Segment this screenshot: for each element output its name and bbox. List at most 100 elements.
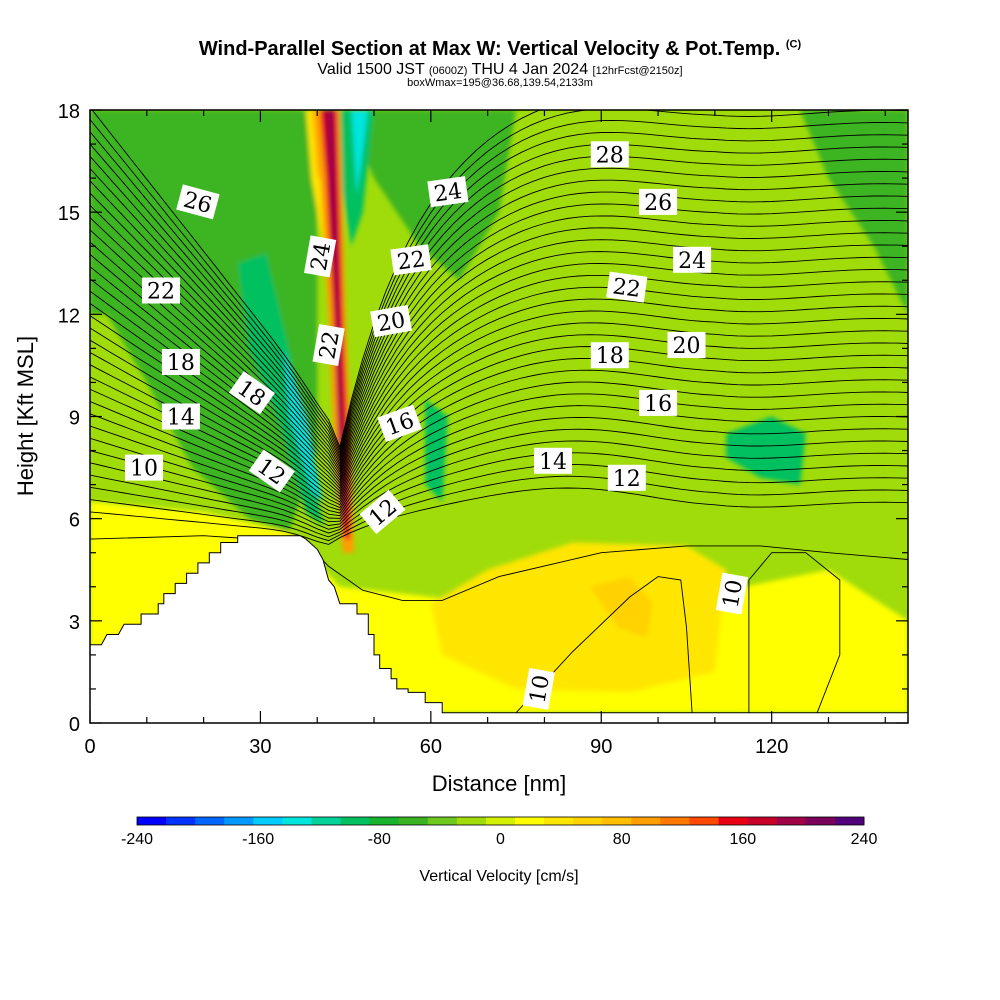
terrain xyxy=(89,535,909,724)
theta-line-1 xyxy=(90,475,908,542)
theta-label-20: 16 xyxy=(639,389,678,417)
colorbar-tick-label: 240 xyxy=(851,831,878,848)
colorbar-swatch xyxy=(544,817,574,825)
colorbar-swatch xyxy=(834,817,865,825)
theta-line-28 xyxy=(90,155,908,462)
colorbar-swatch xyxy=(224,817,254,825)
y-tick-label: 0 xyxy=(69,714,80,736)
w-region-0 xyxy=(90,110,318,533)
theta-label-4: 10 xyxy=(125,454,163,482)
theta-label-box xyxy=(673,246,712,273)
theta-label-text: 22 xyxy=(611,274,642,303)
theta-line-29 xyxy=(90,143,908,460)
w-region-8 xyxy=(351,110,369,196)
colorbar-swatch xyxy=(311,817,342,825)
y-axis-label: Height [Kft MSL] xyxy=(13,336,38,496)
theta-line-8 xyxy=(90,393,908,517)
theta-line-30 xyxy=(90,131,908,457)
theta-label-1: 22 xyxy=(142,277,180,305)
theta-line-21 xyxy=(90,239,908,481)
colorbar-tick-label: 0 xyxy=(496,831,505,848)
y-tick-label: 18 xyxy=(58,101,80,123)
theta-label-box xyxy=(176,184,220,220)
theta-contour-labels: 2622181410181224222422201612282624222018… xyxy=(125,141,749,710)
theta-label-text: 14 xyxy=(167,406,195,431)
theta-label-text: 10 xyxy=(130,457,158,482)
theta-label-23: 10 xyxy=(715,572,749,615)
theta-line-26 xyxy=(90,179,908,468)
theta-line-4 xyxy=(90,440,908,530)
theta-label-text: 16 xyxy=(644,392,672,417)
colorbar-swatch xyxy=(137,817,167,825)
colorbar-swatch xyxy=(166,817,196,825)
theta-line-18 xyxy=(90,274,908,490)
x-tick-label: 120 xyxy=(755,736,788,758)
theta-line-19 xyxy=(90,263,908,487)
chart-title: Wind-Parallel Section at Max W: Vertical… xyxy=(198,38,802,60)
theta-line-10 xyxy=(90,369,908,511)
theta-label-box xyxy=(590,141,629,168)
theta-label-text: 20 xyxy=(673,334,701,359)
theta-label-0: 26 xyxy=(176,184,220,220)
theta-label-box xyxy=(359,489,406,535)
colorbar-swatch xyxy=(602,817,632,825)
theta-line-22 xyxy=(90,227,908,479)
theta-line-5 xyxy=(90,428,908,526)
theta-label-2: 18 xyxy=(161,349,200,376)
theta-label-text: 20 xyxy=(375,308,407,337)
colorbar-swatch xyxy=(515,817,545,825)
colorbar-swatch xyxy=(718,817,749,825)
theta-label-box xyxy=(639,188,678,215)
theta-low-line-1 xyxy=(515,576,693,714)
theta-line-24 xyxy=(90,203,908,473)
w-region-16 xyxy=(324,110,346,533)
theta-label-box xyxy=(522,667,555,710)
theta-line-16 xyxy=(90,298,908,495)
theta-label-text: 22 xyxy=(147,280,175,305)
theta-label-box xyxy=(248,449,295,493)
chart-box-info: boxWmax=195@36.68,139.54,2133m xyxy=(407,77,593,89)
colorbar-swatch xyxy=(631,817,661,825)
theta-line-20 xyxy=(90,251,908,484)
theta-label-box xyxy=(715,572,749,615)
y-tick-label: 15 xyxy=(58,203,80,225)
colorbar-swatch xyxy=(427,817,458,825)
colorbar-tick-label: -160 xyxy=(242,831,274,848)
theta-label-text: 22 xyxy=(315,329,344,361)
theta-line-31 xyxy=(90,119,908,454)
colorbar-swatch xyxy=(456,817,487,825)
theta-label-17: 22 xyxy=(606,271,648,303)
y-tick-label: 9 xyxy=(69,408,80,430)
theta-line-27 xyxy=(90,167,908,465)
colorbar-swatch xyxy=(195,817,225,825)
colorbar-swatch xyxy=(573,817,603,825)
theta-label-text: 18 xyxy=(167,351,195,376)
colorbar: -240 -160 -80 0 80 160 240 xyxy=(121,816,878,848)
theta-label-22: 12 xyxy=(607,464,646,492)
theta-label-16: 24 xyxy=(673,246,712,274)
theta-label-14: 28 xyxy=(590,141,629,168)
theta-line-25 xyxy=(90,191,908,471)
theta-label-text: 26 xyxy=(644,191,672,216)
y-tick-label: 12 xyxy=(58,305,80,327)
theta-label-box xyxy=(125,454,163,481)
theta-label-box xyxy=(377,404,422,443)
theta-label-text: 22 xyxy=(396,247,427,276)
theta-line-12 xyxy=(90,346,908,506)
theta-label-text: 24 xyxy=(433,179,464,208)
theta-label-9: 24 xyxy=(427,176,469,208)
colorbar-tick-label: 80 xyxy=(613,831,631,848)
theta-label-text: 24 xyxy=(678,249,706,274)
theta-label-box xyxy=(534,447,572,474)
theta-line-33 xyxy=(91,110,542,449)
theta-label-text: 24 xyxy=(307,241,336,273)
theta-label-19: 18 xyxy=(590,342,629,369)
colorbar-label: Vertical Velocity [cm/s] xyxy=(419,868,578,885)
theta-line-2 xyxy=(90,464,908,538)
theta-line-7 xyxy=(90,405,908,519)
colorbar-swatch xyxy=(253,817,283,825)
theta-line-13 xyxy=(90,334,908,503)
theta-line-23 xyxy=(90,215,908,476)
colorbar-swatch xyxy=(398,817,429,825)
theta-label-8: 22 xyxy=(312,324,345,366)
